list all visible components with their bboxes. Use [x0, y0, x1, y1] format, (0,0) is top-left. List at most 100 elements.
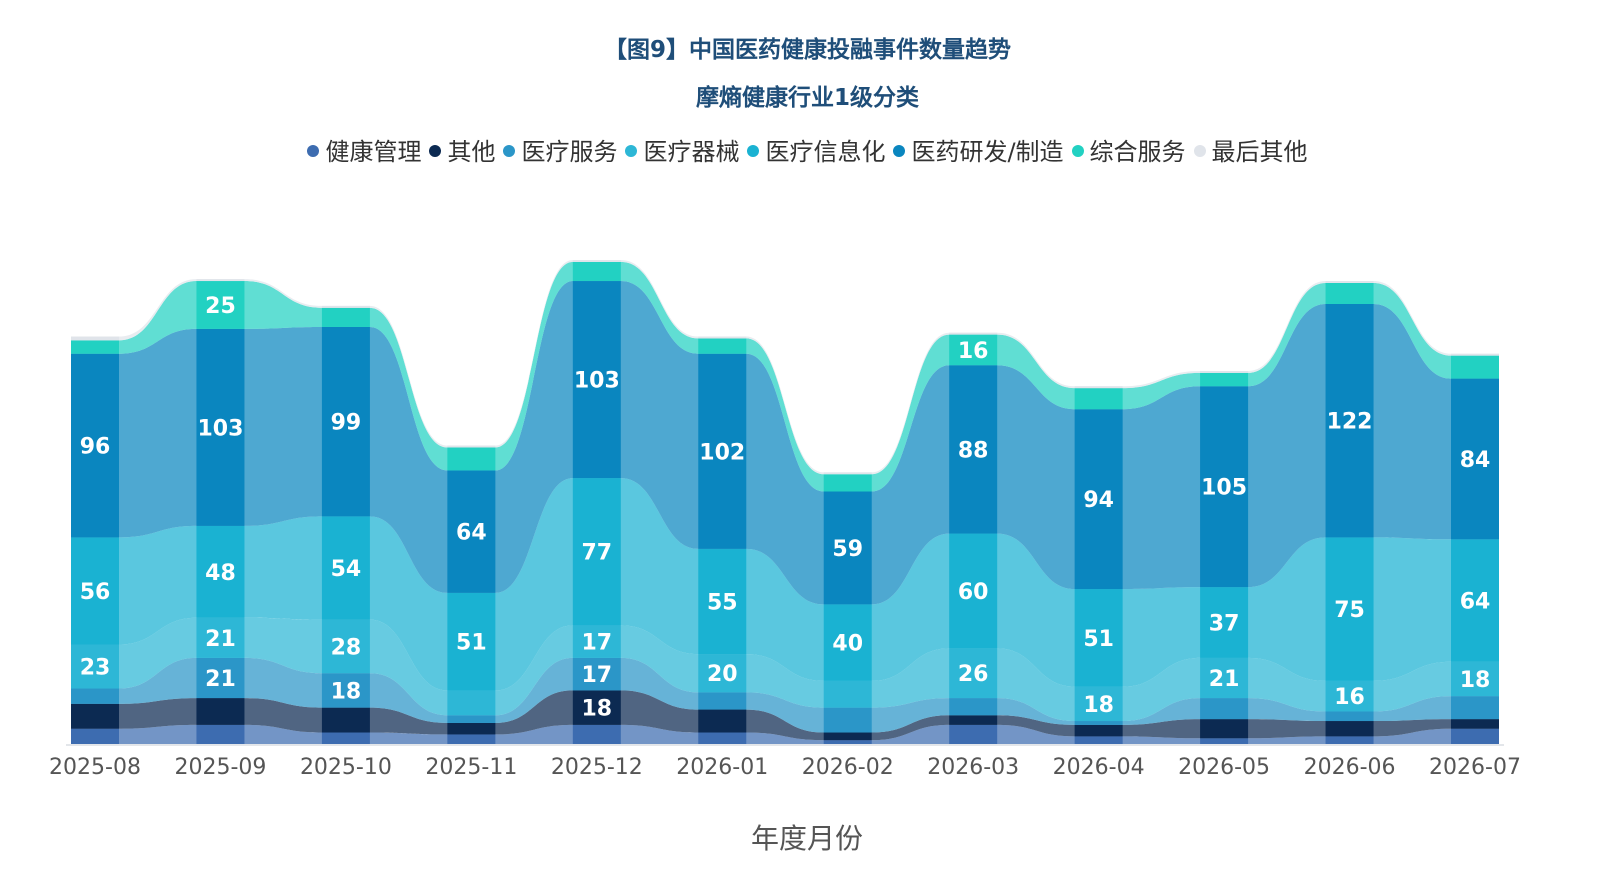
bar-segment[interactable]: [572, 261, 621, 282]
bar-segment[interactable]: [949, 365, 998, 534]
bar-segment[interactable]: [196, 525, 245, 618]
bar-segment[interactable]: [447, 690, 496, 716]
legend-item[interactable]: 最后其他: [1193, 132, 1308, 167]
bar-segment[interactable]: [823, 604, 872, 681]
bar-segment[interactable]: [196, 328, 245, 526]
bar-segment[interactable]: [949, 332, 998, 335]
bar-segment[interactable]: [698, 692, 747, 710]
bar-segment[interactable]: [949, 715, 998, 725]
bar-segment[interactable]: [321, 516, 370, 620]
bar-segment[interactable]: [572, 657, 621, 691]
bar-segment[interactable]: [1074, 736, 1123, 744]
bar-segment[interactable]: [698, 732, 747, 744]
bar-segment[interactable]: [71, 728, 119, 744]
bar-segment[interactable]: [1325, 282, 1374, 304]
bar-segment[interactable]: [71, 537, 119, 645]
bar-segment[interactable]: [447, 592, 496, 691]
bar-segment[interactable]: [572, 625, 621, 658]
legend-item[interactable]: 综合服务: [1071, 132, 1186, 167]
bar-segment[interactable]: [1074, 409, 1123, 590]
bar-segment[interactable]: [1451, 661, 1499, 697]
bar-segment[interactable]: [698, 548, 747, 655]
bar-segment[interactable]: [1325, 304, 1374, 538]
bar-segment[interactable]: [321, 326, 370, 517]
bar-segment[interactable]: [1074, 388, 1123, 410]
bar-segment[interactable]: [698, 353, 747, 549]
bar-segment[interactable]: [1451, 696, 1499, 720]
bar-segment[interactable]: [823, 474, 872, 492]
legend-item[interactable]: 医疗服务: [503, 132, 617, 167]
bar-segment[interactable]: [1200, 698, 1249, 720]
bar-segment[interactable]: [196, 698, 245, 725]
bar-segment[interactable]: [1200, 372, 1249, 387]
legend-item[interactable]: 医药研发/制造: [893, 132, 1064, 167]
bar-segment[interactable]: [196, 724, 245, 744]
bar-segment[interactable]: [1325, 736, 1374, 744]
bar-segment[interactable]: [1074, 589, 1123, 687]
bar-segment[interactable]: [71, 336, 119, 341]
bar-segment[interactable]: [447, 447, 496, 471]
bar-segment[interactable]: [698, 654, 747, 693]
bar-segment[interactable]: [1200, 386, 1249, 588]
bar-segment[interactable]: [196, 617, 245, 658]
bar-segment[interactable]: [321, 619, 370, 674]
bar-segment[interactable]: [1074, 724, 1123, 737]
bar-segment[interactable]: [196, 279, 245, 282]
bar-segment[interactable]: [321, 307, 370, 327]
bar-segment[interactable]: [1451, 378, 1499, 540]
bar-segment[interactable]: [1074, 721, 1123, 725]
bar-segment[interactable]: [321, 732, 370, 744]
bar-segment[interactable]: [447, 734, 496, 744]
bar-segment[interactable]: [71, 688, 119, 704]
bar-segment[interactable]: [823, 740, 872, 744]
legend-item[interactable]: 其他: [429, 132, 495, 167]
bar-segment[interactable]: [949, 724, 998, 744]
bar-segment[interactable]: [321, 305, 370, 308]
bar-segment[interactable]: [71, 703, 119, 729]
bar-segment[interactable]: [823, 472, 872, 475]
bar-segment[interactable]: [698, 336, 747, 339]
bar-segment[interactable]: [321, 707, 370, 733]
bar-segment[interactable]: [1451, 728, 1499, 744]
bar-segment[interactable]: [572, 724, 621, 744]
bar-segment[interactable]: [698, 709, 747, 733]
bar-segment[interactable]: [1451, 719, 1499, 729]
bar-segment[interactable]: [698, 338, 747, 354]
legend-item[interactable]: 健康管理: [307, 132, 421, 167]
bar-segment[interactable]: [71, 340, 119, 354]
bar-segment[interactable]: [1451, 353, 1499, 356]
bar-segment[interactable]: [572, 690, 621, 725]
bar-segment[interactable]: [1074, 386, 1123, 389]
bar-segment[interactable]: [1325, 721, 1374, 737]
bar-segment[interactable]: [71, 644, 119, 689]
bar-segment[interactable]: [321, 673, 370, 708]
bar-segment[interactable]: [823, 732, 872, 741]
bar-segment[interactable]: [1325, 711, 1374, 722]
legend-item[interactable]: 医疗信息化: [747, 132, 885, 167]
bar-segment[interactable]: [949, 698, 998, 716]
bar-segment[interactable]: [1200, 719, 1249, 739]
bar-segment[interactable]: [572, 281, 621, 479]
bar-segment[interactable]: [572, 260, 621, 262]
bar-segment[interactable]: [1200, 657, 1249, 699]
bar-segment[interactable]: [447, 722, 496, 735]
bar-segment[interactable]: [1451, 355, 1499, 379]
bar-segment[interactable]: [949, 648, 998, 699]
bar-segment[interactable]: [949, 533, 998, 649]
bar-segment[interactable]: [1200, 738, 1249, 744]
bar-segment[interactable]: [1325, 680, 1374, 712]
bar-segment[interactable]: [1325, 281, 1374, 283]
bar-segment[interactable]: [447, 445, 496, 448]
bar-segment[interactable]: [1200, 370, 1249, 373]
bar-segment[interactable]: [823, 491, 872, 605]
bar-segment[interactable]: [196, 281, 245, 329]
bar-segment[interactable]: [823, 680, 872, 708]
legend-item[interactable]: 医疗器械: [625, 132, 739, 167]
bar-segment[interactable]: [1074, 686, 1123, 722]
bar-segment[interactable]: [823, 707, 872, 733]
bar-segment[interactable]: [1325, 537, 1374, 681]
bar-segment[interactable]: [447, 715, 496, 723]
bar-segment[interactable]: [1451, 539, 1499, 662]
bar-segment[interactable]: [71, 353, 119, 538]
bar-segment[interactable]: [949, 334, 998, 366]
